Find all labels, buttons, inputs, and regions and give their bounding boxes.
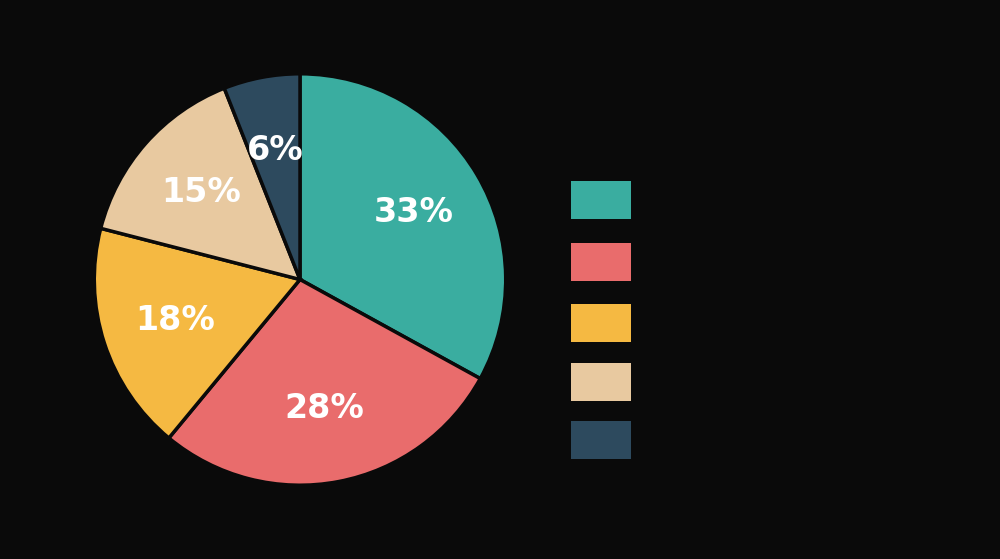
Text: 6%: 6% <box>247 134 304 167</box>
Text: 28%: 28% <box>285 392 365 425</box>
Wedge shape <box>224 74 300 280</box>
Wedge shape <box>300 74 506 378</box>
Text: 15%: 15% <box>161 176 241 209</box>
Wedge shape <box>94 228 300 438</box>
Wedge shape <box>169 280 480 485</box>
Text: 33%: 33% <box>373 196 453 229</box>
Wedge shape <box>101 88 300 280</box>
Text: 18%: 18% <box>135 304 215 337</box>
